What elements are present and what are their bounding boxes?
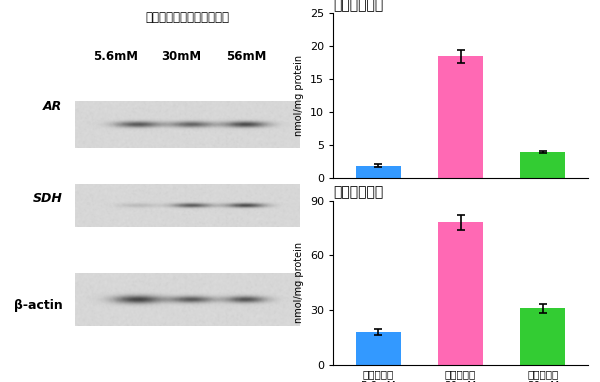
Text: 培養液中のグルコース濃度: 培養液中のグルコース濃度 [145,11,229,24]
Bar [438,222,483,365]
Text: 5.6mM: 5.6mM [93,50,138,63]
Text: フルクトース: フルクトース [333,185,383,199]
Text: SDH: SDH [32,192,62,205]
Bar [520,308,565,365]
Y-axis label: nmol/mg protein: nmol/mg protein [294,55,304,136]
Bar [438,56,483,178]
Y-axis label: nmol/mg protein: nmol/mg protein [294,242,304,323]
Text: 30mM: 30mM [161,50,201,63]
Text: ソルビトール: ソルビトール [333,0,383,12]
Bar [356,332,401,365]
Bar [520,152,565,178]
Text: AR: AR [43,100,62,113]
Text: β-actin: β-actin [14,299,62,312]
Bar [356,166,401,178]
Text: 56mM: 56mM [226,50,266,63]
